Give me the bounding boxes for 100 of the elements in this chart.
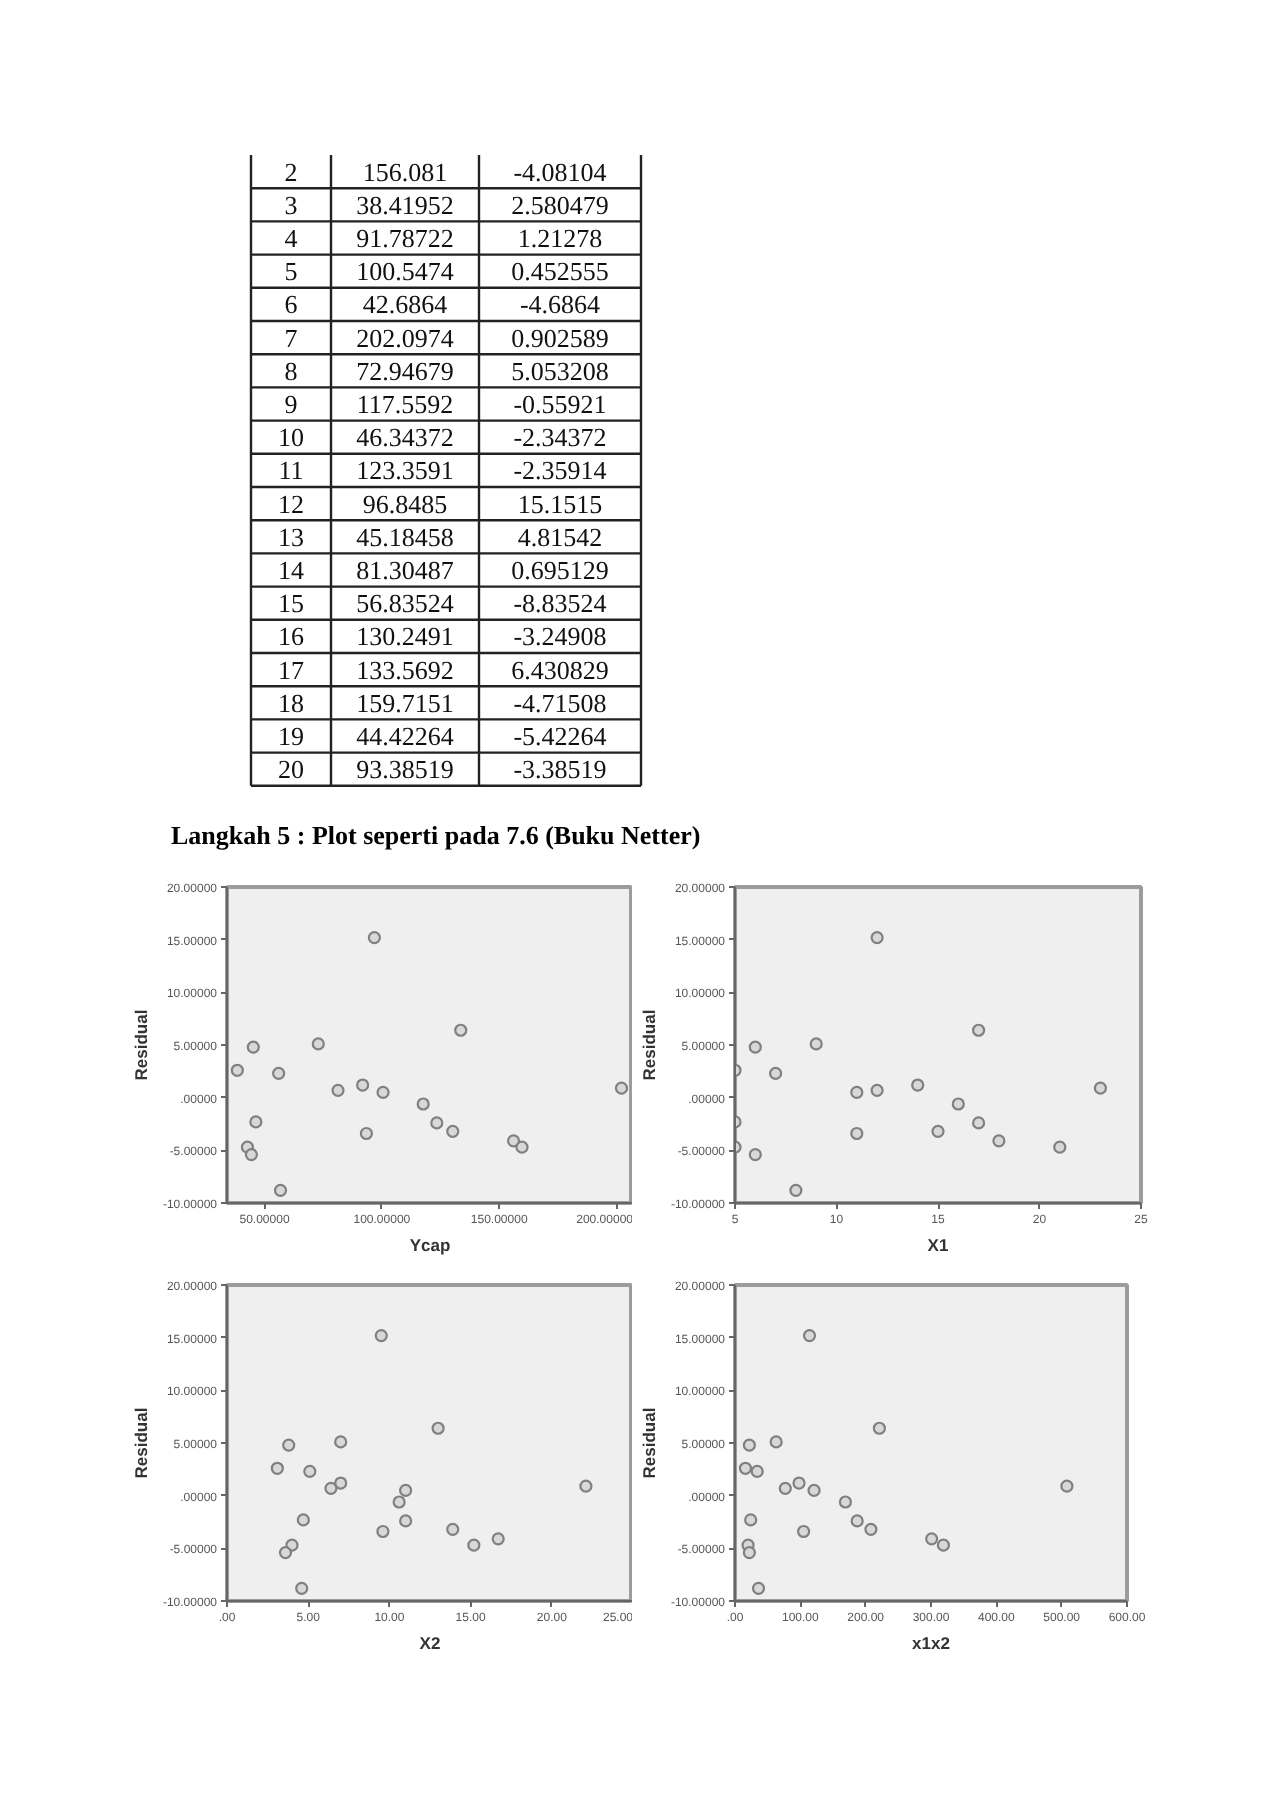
data-label: 93.38519 <box>356 754 454 785</box>
point <box>797 1524 811 1539</box>
y-tick-label: 17 <box>278 654 305 685</box>
point <box>399 1483 413 1497</box>
point <box>870 930 884 945</box>
data-label: -4.08104 <box>513 156 608 187</box>
point <box>282 1438 296 1452</box>
point <box>1060 1479 1074 1493</box>
y-tick-label: 19 <box>278 721 304 751</box>
data-label: 96.8485 <box>362 488 448 519</box>
point <box>778 1481 792 1495</box>
data-label: -4.71508 <box>513 687 607 718</box>
point <box>270 1461 284 1475</box>
point <box>751 1581 766 1595</box>
data-label: 2.580479 <box>511 189 609 220</box>
point <box>769 1435 783 1449</box>
point <box>870 1083 884 1097</box>
chart-title: Langkah 5 : Plot seperti pada 7.6 (Buku Netter) <box>171 820 701 850</box>
data-label: 15.1515 <box>517 488 603 519</box>
data-label: -0.55921 <box>513 389 607 419</box>
data-label: 159.7151 <box>356 687 454 718</box>
point <box>972 1116 986 1130</box>
y-axis-title: Residual <box>130 1407 151 1479</box>
y-tick-label: 18 <box>278 687 304 718</box>
data-label: 100.5474 <box>356 256 455 287</box>
data-label: 46.34372 <box>356 422 454 453</box>
data-label: 56.83524 <box>356 588 455 619</box>
data-label: 5.053208 <box>511 355 609 386</box>
point <box>334 1476 348 1490</box>
point <box>738 1461 753 1475</box>
data-label: -4.6864 <box>519 289 602 320</box>
x-axis-title: Ycap <box>409 1235 451 1255</box>
data-label: 117.5592 <box>356 389 454 419</box>
point <box>750 1464 764 1479</box>
data-label: 202.0974 <box>356 322 455 353</box>
y-axis-title: Residual <box>638 1009 659 1081</box>
data-label: -2.34372 <box>513 422 607 453</box>
data-label: 45.18458 <box>356 521 454 552</box>
y-tick-label: 11 <box>278 455 304 486</box>
point <box>850 1514 864 1528</box>
y-tick-label: 8 <box>284 355 298 386</box>
data-label: 91.78722 <box>356 223 454 253</box>
point <box>491 1532 505 1546</box>
point <box>392 1495 406 1509</box>
point <box>864 1522 878 1536</box>
y-tick-label: 6 <box>284 289 299 320</box>
point <box>1053 1140 1067 1154</box>
y-tick-label: 13 <box>278 521 304 552</box>
point <box>334 1435 348 1449</box>
data-label: 4.81542 <box>517 521 603 552</box>
y-tick-label: 7 <box>284 322 299 353</box>
point <box>872 1421 886 1435</box>
point <box>807 1483 821 1497</box>
data-label: -3.38519 <box>513 754 607 785</box>
data-label: 81.30487 <box>356 555 455 585</box>
x-axis-title: x1x2 <box>912 1633 951 1653</box>
data-label: 38.41952 <box>356 189 454 220</box>
point <box>748 1040 762 1054</box>
point <box>972 1023 986 1037</box>
y-tick-label: 12 <box>278 488 304 519</box>
data-label: -2.35914 <box>513 455 608 486</box>
point <box>296 1513 310 1527</box>
data-label: -5.42264 <box>513 721 608 751</box>
y-tick-label: 2 <box>284 156 298 187</box>
point <box>431 1421 445 1435</box>
y-tick-label: 3 <box>284 189 298 220</box>
x-axis-title: X1 <box>927 1235 949 1255</box>
point <box>748 1147 762 1162</box>
point <box>742 1438 756 1452</box>
point <box>911 1078 925 1092</box>
point <box>769 1066 783 1081</box>
point <box>399 1514 413 1528</box>
point <box>324 1481 338 1495</box>
point <box>744 1513 758 1527</box>
point <box>278 1545 293 1560</box>
point <box>376 1524 390 1539</box>
point <box>850 1126 864 1141</box>
y-tick-label: 4 <box>284 223 299 253</box>
point <box>295 1581 309 1595</box>
data-label: -3.24908 <box>513 621 607 652</box>
y-tick-label: 9 <box>284 389 298 419</box>
y-tick-label: 16 <box>278 621 305 652</box>
point <box>1093 1081 1107 1095</box>
data-label: 0.452555 <box>511 256 609 287</box>
data-label: 72.94679 <box>356 355 454 386</box>
data-label: 133.5692 <box>356 654 454 685</box>
data-label: 0.902589 <box>511 322 609 353</box>
point <box>802 1328 817 1343</box>
point <box>838 1495 853 1509</box>
y-tick-label: 15 <box>278 588 304 619</box>
data-label: 1.21278 <box>517 223 603 253</box>
point <box>951 1097 965 1111</box>
point <box>936 1538 951 1552</box>
point <box>742 1545 756 1560</box>
data-label: 6.430829 <box>511 654 609 685</box>
point <box>809 1037 823 1051</box>
data-label: 123.3591 <box>356 455 454 486</box>
point <box>374 1328 388 1343</box>
data-label: 42.6864 <box>362 289 449 320</box>
y-tick-label: 14 <box>278 555 305 585</box>
